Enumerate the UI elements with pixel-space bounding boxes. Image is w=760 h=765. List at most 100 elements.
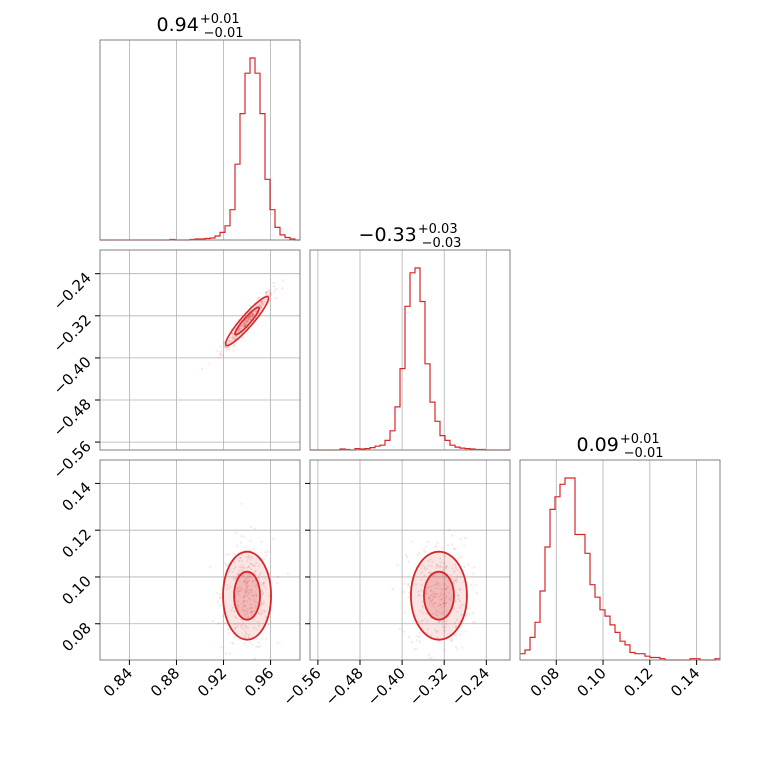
sample-point bbox=[227, 632, 230, 635]
sample-point bbox=[233, 610, 236, 613]
sample-point bbox=[435, 563, 438, 566]
frame-layer bbox=[99, 39, 721, 661]
sample-point bbox=[267, 293, 270, 296]
sample-point bbox=[434, 602, 437, 605]
sample-point bbox=[244, 578, 247, 582]
sample-point bbox=[461, 646, 464, 649]
sample-point bbox=[439, 561, 442, 564]
sample-point bbox=[245, 582, 249, 585]
sample-point bbox=[429, 589, 432, 592]
sample-point bbox=[411, 540, 414, 543]
sample-point bbox=[435, 566, 438, 569]
sample-point bbox=[449, 599, 452, 602]
sample-point bbox=[275, 287, 278, 290]
sample-point bbox=[236, 587, 240, 590]
sample-point bbox=[246, 560, 249, 563]
sample-point bbox=[244, 631, 248, 635]
sample-point bbox=[217, 622, 220, 625]
sample-point bbox=[245, 319, 248, 322]
sample-point bbox=[240, 559, 243, 562]
sample-point bbox=[262, 601, 265, 604]
sample-point bbox=[268, 292, 272, 295]
sample-point bbox=[236, 592, 239, 595]
sample-point bbox=[243, 325, 246, 328]
sample-point bbox=[228, 652, 231, 655]
sample-point bbox=[430, 564, 433, 568]
sample-point bbox=[440, 613, 443, 616]
sample-point bbox=[240, 324, 243, 327]
sample-point bbox=[428, 572, 431, 575]
sample-point bbox=[238, 580, 241, 583]
sample-point bbox=[436, 613, 439, 616]
sample-point bbox=[471, 621, 474, 624]
sample-point bbox=[249, 567, 253, 571]
sample-point bbox=[247, 554, 250, 557]
sample-point bbox=[246, 626, 249, 630]
sample-point bbox=[411, 641, 414, 644]
sample-point bbox=[232, 336, 235, 339]
sample-point bbox=[237, 590, 241, 593]
sample-point bbox=[456, 648, 459, 651]
sample-point bbox=[427, 596, 430, 600]
sample-point bbox=[424, 612, 428, 615]
sample-point bbox=[445, 565, 448, 568]
sample-point bbox=[438, 621, 441, 624]
sample-point bbox=[458, 599, 461, 603]
sample-point bbox=[250, 611, 253, 614]
sample-point bbox=[243, 604, 247, 607]
sample-point bbox=[251, 314, 254, 317]
x-tick-label: −0.56 bbox=[279, 664, 324, 709]
sample-point bbox=[439, 557, 442, 560]
sample-point bbox=[436, 630, 439, 633]
sample-point bbox=[472, 572, 475, 575]
sample-point bbox=[233, 336, 236, 339]
sample-point bbox=[256, 601, 259, 604]
sample-point bbox=[238, 594, 241, 597]
sample-point bbox=[245, 320, 249, 323]
sample-point bbox=[242, 604, 245, 607]
sample-point bbox=[468, 612, 471, 616]
sample-point bbox=[233, 343, 236, 346]
contour-inner bbox=[234, 306, 260, 336]
sample-point bbox=[211, 619, 214, 623]
sample-point bbox=[243, 322, 246, 325]
sample-point bbox=[419, 589, 423, 592]
sample-point bbox=[219, 345, 222, 348]
sample-point bbox=[450, 639, 453, 642]
sample-point bbox=[441, 623, 444, 626]
sample-point bbox=[434, 628, 437, 632]
sample-point bbox=[220, 351, 223, 354]
sample-point bbox=[442, 603, 445, 606]
sample-point bbox=[246, 566, 249, 569]
sample-point bbox=[250, 610, 253, 613]
sample-point bbox=[248, 316, 251, 319]
sample-point bbox=[262, 302, 265, 305]
sample-point bbox=[229, 341, 232, 344]
sample-point bbox=[250, 555, 253, 559]
sample-point bbox=[433, 602, 436, 605]
sample-point bbox=[431, 598, 434, 602]
sample-point bbox=[242, 323, 245, 326]
sample-point bbox=[434, 583, 437, 586]
sample-point bbox=[243, 613, 246, 617]
sample-point bbox=[242, 608, 245, 612]
sample-point bbox=[232, 335, 235, 338]
sample-point bbox=[238, 566, 241, 569]
sample-point bbox=[442, 619, 445, 623]
sample-point bbox=[440, 598, 443, 601]
sample-point bbox=[247, 579, 250, 583]
sample-point bbox=[462, 580, 465, 584]
sample-point bbox=[251, 643, 254, 646]
sample-point bbox=[260, 589, 263, 592]
sample-point bbox=[445, 623, 448, 626]
sample-point bbox=[262, 581, 265, 584]
sample-point bbox=[263, 300, 266, 303]
sample-point bbox=[241, 609, 244, 612]
sample-point bbox=[252, 313, 255, 316]
sample-point bbox=[436, 564, 439, 567]
sample-point bbox=[427, 571, 430, 574]
sample-point bbox=[254, 604, 257, 607]
sample-point bbox=[443, 562, 446, 565]
sample-point bbox=[243, 581, 246, 584]
sample-point bbox=[227, 342, 230, 345]
